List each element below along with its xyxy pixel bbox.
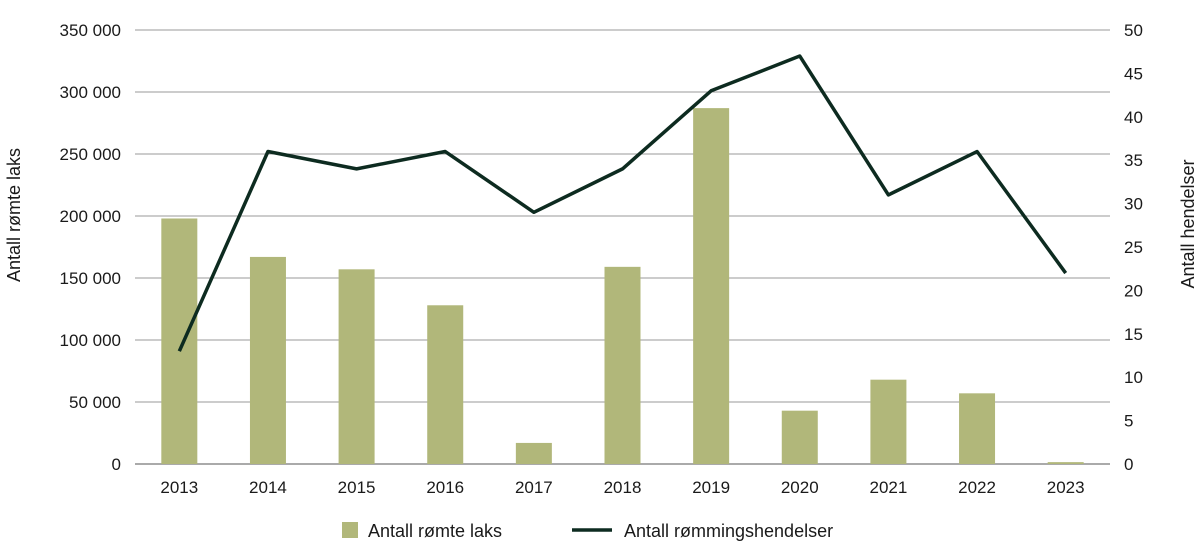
bar	[249, 256, 286, 464]
bar	[427, 305, 464, 464]
x-tick-label: 2016	[426, 478, 464, 497]
series-line	[177, 54, 1068, 352]
bar	[959, 393, 996, 464]
y-tick-label-left: 0	[112, 455, 121, 474]
x-tick-label: 2018	[604, 478, 642, 497]
bar	[870, 379, 907, 464]
y-tick-label-left: 50 000	[69, 393, 121, 412]
y-tick-label-right: 10	[1124, 368, 1143, 387]
bar	[693, 108, 730, 465]
x-tick-label: 2015	[338, 478, 376, 497]
y-tick-label-left: 250 000	[60, 145, 121, 164]
x-tick-label: 2019	[692, 478, 730, 497]
y-tick-label-right: 0	[1124, 455, 1133, 474]
bar	[161, 218, 198, 464]
y-tick-label-right: 25	[1124, 238, 1143, 257]
axes: 0 50 000 100 000 150 000 200 000 250 000 300 0…	[60, 21, 1143, 497]
y-tick-label-left: 200 000	[60, 207, 121, 226]
x-tick-label: 2023	[1047, 478, 1085, 497]
y-axis-title-left: Antall rømte laks	[4, 148, 24, 282]
y-tick-label-right: 20	[1124, 281, 1143, 300]
bar	[1047, 462, 1084, 464]
legend: Antall rømte laks Antall rømmingshendels…	[342, 521, 833, 541]
legend-label-bars: Antall rømte laks	[368, 521, 502, 541]
legend-label-line: Antall rømmingshendelser	[624, 521, 833, 541]
y-tick-label-right: 50	[1124, 21, 1143, 40]
y-axis-title-right: Antall hendelser	[1178, 159, 1198, 288]
x-tick-label: 2017	[515, 478, 553, 497]
line-series	[177, 54, 1068, 352]
y-tick-label-right: 40	[1124, 108, 1143, 127]
bar	[338, 269, 375, 464]
y-tick-label-right: 5	[1124, 412, 1133, 431]
x-tick-label: 2013	[160, 478, 198, 497]
y-tick-label-left: 100 000	[60, 331, 121, 350]
y-tick-label-left: 300 000	[60, 83, 121, 102]
y-tick-label-left: 150 000	[60, 269, 121, 288]
x-tick-label: 2014	[249, 478, 287, 497]
bar-series	[161, 108, 1084, 465]
y-tick-label-right: 30	[1124, 195, 1143, 214]
y-tick-label-left: 350 000	[60, 21, 121, 40]
y-tick-label-right: 15	[1124, 325, 1143, 344]
bar	[515, 442, 552, 464]
bar	[604, 266, 641, 464]
y-tick-label-right: 35	[1124, 151, 1143, 170]
x-tick-label: 2020	[781, 478, 819, 497]
y-tick-label-right: 45	[1124, 64, 1143, 83]
x-tick-label: 2022	[958, 478, 996, 497]
x-tick-label: 2021	[869, 478, 907, 497]
bar	[781, 410, 818, 464]
legend-swatch-bars	[342, 522, 358, 538]
